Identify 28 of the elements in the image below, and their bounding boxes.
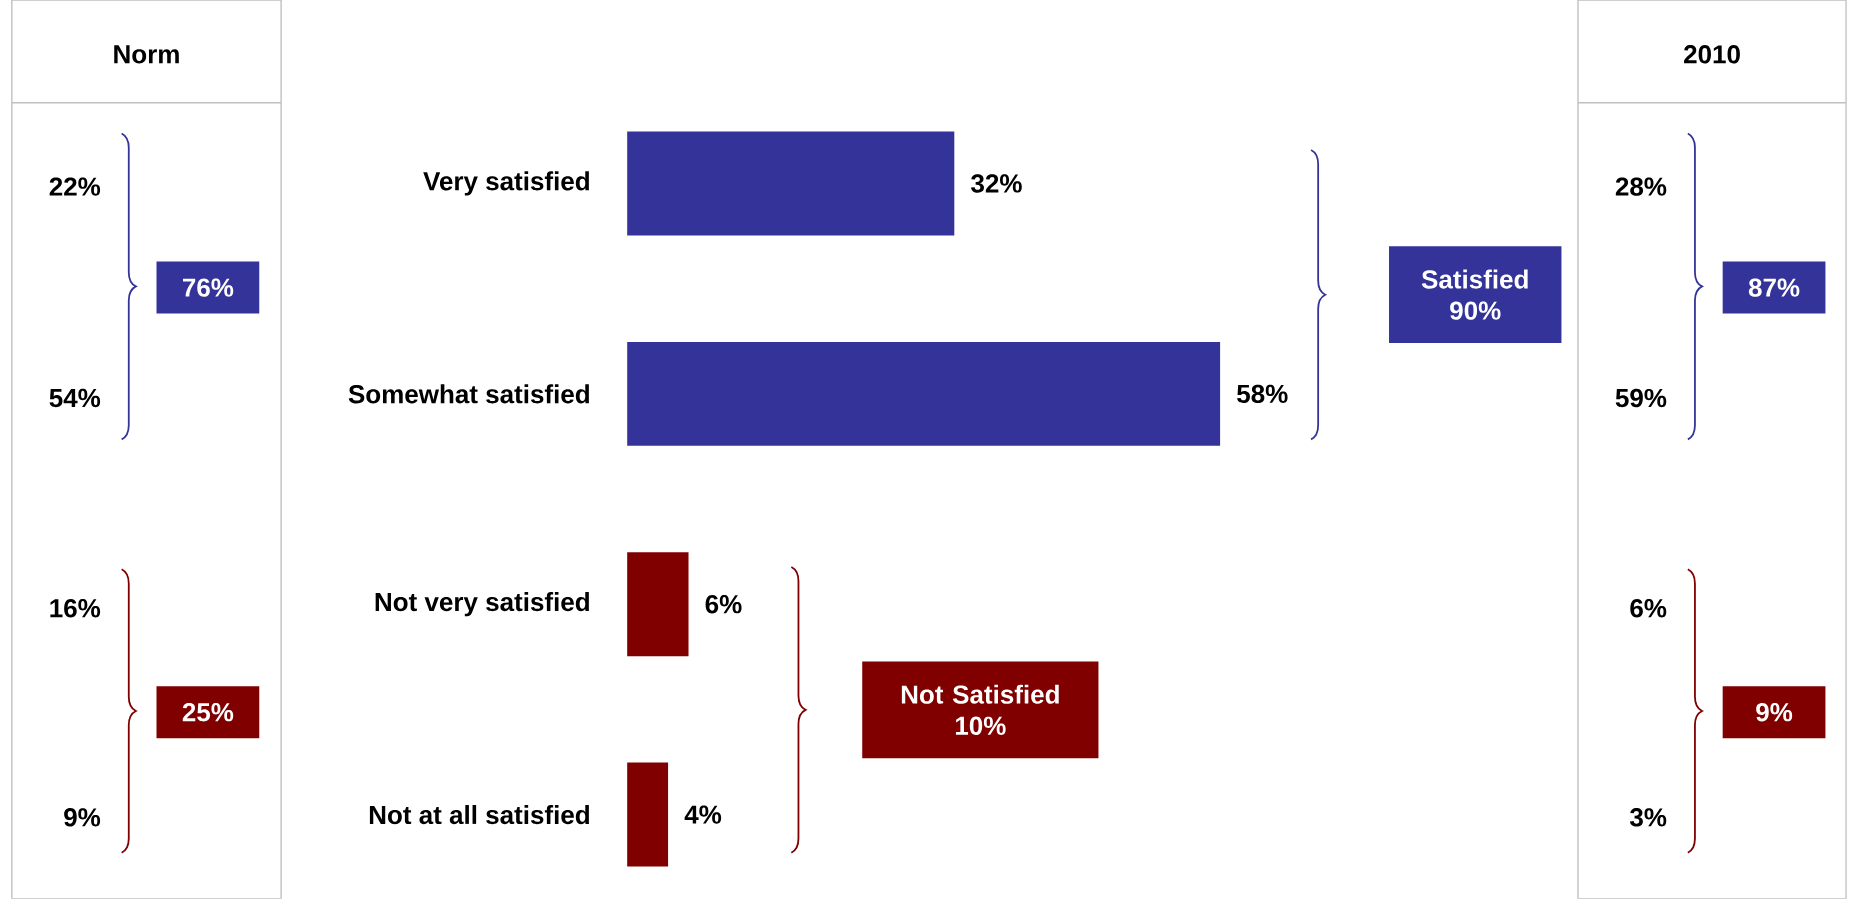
text: 16% — [50, 599, 101, 618]
text: 6% — [1630, 599, 1667, 618]
text: 2010 — [1684, 45, 1740, 64]
annotation: Not Satisfied 10% — [901, 684, 1059, 736]
text: 59% — [1615, 388, 1667, 408]
text: 22% — [49, 177, 101, 196]
text: 87% — [1748, 278, 1800, 297]
data-label: 4% — [684, 805, 722, 824]
y-tick-label: Not very satisfied — [375, 592, 589, 617]
text: 3% — [1629, 808, 1667, 827]
text: 25% — [182, 703, 234, 722]
text: 9% — [64, 808, 101, 827]
text: 76% — [183, 278, 234, 297]
y-tick-label: Not at all satisfied — [369, 805, 589, 825]
bar — [627, 131, 955, 236]
bar — [627, 552, 689, 657]
y-tick-label: Very satisfied — [423, 171, 589, 196]
text: 9% — [1756, 703, 1793, 722]
y-tick-label: Somewhat satisfied — [348, 384, 589, 404]
data-label: 58% — [1237, 384, 1288, 404]
text: 28% — [1615, 177, 1667, 196]
bar — [627, 341, 1221, 446]
data-label: 32% — [971, 174, 1022, 193]
bar — [627, 762, 669, 867]
text: 54% — [49, 388, 101, 408]
text: Norm — [114, 45, 179, 64]
data-label: 6% — [705, 595, 742, 614]
text: Satisfied 90% — [1421, 269, 1528, 320]
